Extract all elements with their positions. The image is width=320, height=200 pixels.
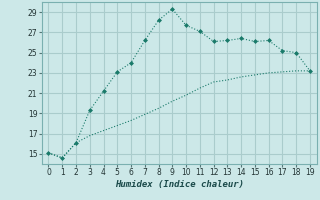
X-axis label: Humidex (Indice chaleur): Humidex (Indice chaleur) <box>115 180 244 189</box>
